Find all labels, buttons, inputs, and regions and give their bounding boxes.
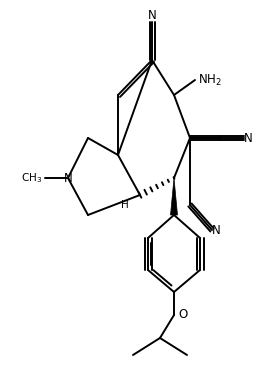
Text: H: H <box>121 200 129 210</box>
Text: N: N <box>64 172 72 185</box>
Text: O: O <box>178 309 187 321</box>
Text: N: N <box>148 9 156 22</box>
Text: N: N <box>244 131 253 145</box>
Text: NH$_2$: NH$_2$ <box>198 73 222 87</box>
Text: N: N <box>212 223 221 236</box>
Polygon shape <box>171 178 177 215</box>
Text: CH$_3$: CH$_3$ <box>21 171 42 185</box>
